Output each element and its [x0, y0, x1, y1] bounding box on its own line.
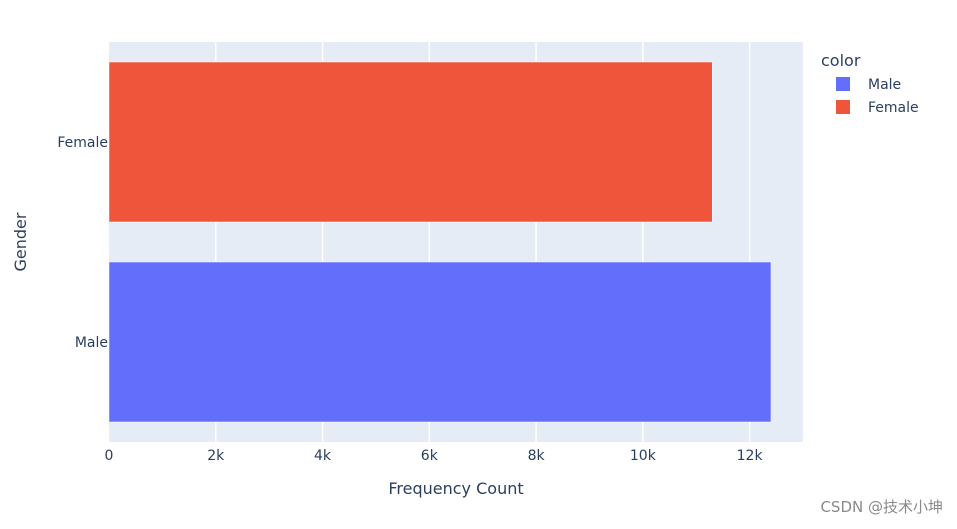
x-tick-label: 6k: [421, 448, 439, 464]
bar-male[interactable]: [108, 261, 772, 423]
legend-swatch-female[interactable]: [836, 100, 850, 114]
y-axis-title: Gender: [11, 212, 30, 271]
watermark: CSDN @技术小坤: [820, 498, 943, 516]
x-tick-label: 10k: [630, 448, 657, 464]
x-tick-label: 4k: [314, 448, 332, 464]
bar-female[interactable]: [108, 61, 713, 223]
x-tick-labels: 0 2k 4k 6k 8k 10k 12k: [105, 448, 764, 464]
legend-swatch-male[interactable]: [836, 77, 850, 91]
legend[interactable]: color Male Female: [821, 51, 919, 116]
y-tick-label: Male: [75, 335, 108, 351]
x-tick-label: 8k: [528, 448, 546, 464]
legend-items: Male Female: [836, 77, 919, 116]
y-tick-label: Female: [57, 135, 108, 151]
x-tick-label: 0: [105, 448, 114, 464]
x-axis-title: Frequency Count: [388, 479, 523, 498]
x-tick-label: 12k: [737, 448, 764, 464]
legend-label-female[interactable]: Female: [868, 100, 919, 116]
legend-label-male[interactable]: Male: [868, 77, 901, 93]
y-tick-labels: Male Female: [57, 135, 108, 351]
legend-title: color: [821, 51, 861, 70]
bars: [108, 61, 772, 423]
x-tick-label: 2k: [207, 448, 225, 464]
